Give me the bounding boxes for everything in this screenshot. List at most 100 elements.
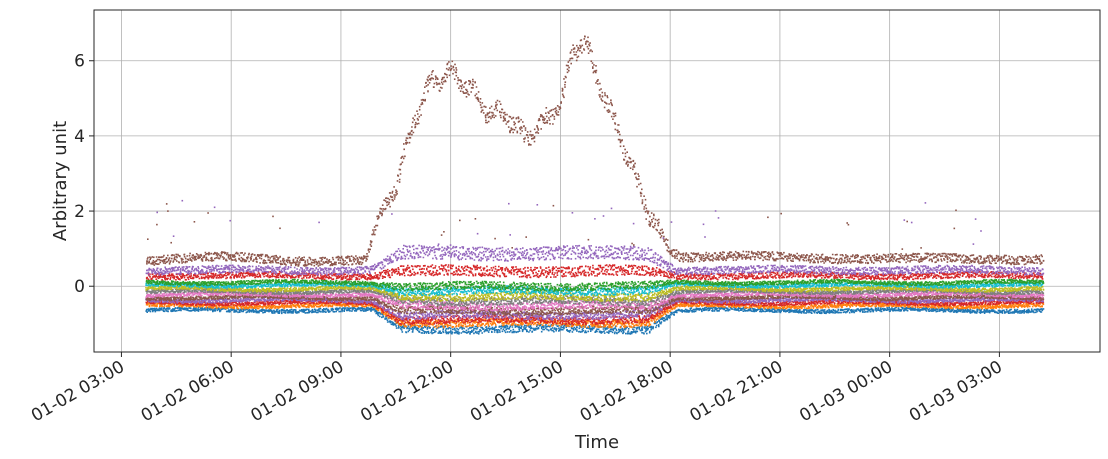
outlier-point: [587, 238, 590, 241]
outlier-point: [704, 236, 706, 238]
data-series: [145, 285, 1045, 302]
data-points: [145, 293, 1045, 317]
outlier-point: [207, 212, 209, 214]
outlier-point: [633, 244, 635, 246]
outlier-point: [847, 223, 850, 226]
outlier-point: [165, 203, 168, 205]
outlier-point: [437, 243, 440, 245]
outlier-point: [920, 247, 922, 249]
outlier-point: [509, 234, 511, 236]
y-tick-label: 2: [74, 202, 85, 222]
outlier-point: [279, 227, 281, 230]
outlier-point: [910, 221, 913, 224]
outlier-point: [511, 247, 513, 249]
x-tick-label: 01-02 06:00: [138, 357, 238, 426]
data-series: [145, 306, 1045, 335]
x-tick-label: 01-02 15:00: [467, 357, 567, 426]
outlier-point: [972, 243, 975, 245]
data-points: [145, 264, 1044, 281]
outlier-point: [955, 209, 957, 212]
outlier-point: [901, 248, 904, 250]
outlier-point: [508, 202, 510, 205]
outlier-point: [272, 215, 274, 218]
y-tick-label: 0: [74, 277, 85, 297]
y-tick-label: 6: [74, 52, 85, 72]
y-tick-label: 4: [74, 127, 85, 147]
outlier-point: [156, 223, 158, 226]
outlier-point: [632, 222, 635, 225]
outlier-point: [391, 213, 393, 215]
outlier-points: [147, 199, 982, 250]
outlier-point: [552, 204, 555, 207]
plot-area: [145, 35, 1045, 335]
data-points: [145, 278, 1045, 292]
outlier-point: [440, 234, 443, 236]
outlier-point: [172, 235, 175, 237]
outlier-point: [156, 211, 158, 214]
outlier-point: [494, 237, 496, 240]
outlier-point: [717, 217, 720, 219]
outlier-point: [147, 238, 149, 240]
data-series: [145, 293, 1045, 317]
data-points: [145, 306, 1045, 335]
outlier-point: [594, 218, 596, 220]
x-tick-label: 01-02 03:00: [28, 357, 128, 426]
x-tick-label: 01-03 00:00: [796, 357, 896, 426]
outlier-point: [631, 242, 633, 245]
outlier-point: [953, 227, 956, 230]
data-points: [145, 244, 1045, 276]
outlier-point: [229, 219, 231, 222]
outlier-point: [536, 204, 539, 206]
x-tick-label: 01-02 09:00: [248, 357, 348, 426]
outlier-point: [903, 219, 906, 221]
outlier-point: [181, 199, 184, 202]
outlier-point: [906, 220, 908, 223]
data-points: [146, 35, 1045, 267]
data-series: [145, 264, 1044, 281]
outlier-point: [571, 212, 574, 214]
outlier-point: [170, 241, 172, 244]
outlier-point: [846, 222, 848, 224]
outlier-point: [213, 206, 216, 209]
data-points: [145, 296, 1044, 321]
x-tick-label: 01-02 18:00: [577, 357, 677, 426]
outlier-point: [974, 218, 977, 220]
y-axis: 0 2 4 6: [74, 52, 94, 297]
data-points: [145, 290, 1045, 312]
outlier-point: [780, 212, 782, 215]
x-tick-label: 01-03 03:00: [906, 357, 1006, 426]
x-axis-label: Time: [574, 432, 619, 453]
outlier-point: [980, 230, 982, 232]
outlier-point: [610, 207, 613, 210]
outlier-point: [193, 221, 196, 223]
outlier-point: [443, 231, 445, 233]
outlier-point: [767, 216, 769, 219]
outlier-point: [474, 218, 477, 220]
outlier-point: [459, 219, 461, 222]
data-series: [145, 278, 1045, 292]
data-series: [145, 290, 1045, 312]
outlier-point: [670, 221, 673, 223]
outlier-point: [449, 244, 452, 246]
outlier-point: [924, 202, 927, 204]
data-points: [145, 287, 1045, 307]
outlier-point: [476, 232, 479, 235]
data-series: [145, 296, 1044, 321]
x-tick-label: 01-02 21:00: [687, 357, 787, 426]
x-tick-label: 01-02 12:00: [357, 357, 457, 426]
data-series: [146, 35, 1045, 267]
axes-frame: [93, 9, 1101, 353]
outlier-point: [318, 221, 320, 224]
y-axis-label: Arbitrary unit: [50, 121, 71, 241]
data-series: [145, 287, 1045, 307]
outlier-point: [702, 223, 705, 226]
outlier-point: [662, 237, 665, 239]
outlier-point: [602, 215, 605, 217]
outlier-point: [714, 210, 717, 212]
outlier-point: [525, 236, 527, 238]
x-axis: 01-02 03:00 01-02 06:00 01-02 09:00 01-02 1…: [28, 352, 1006, 426]
data-series: [145, 244, 1045, 276]
outlier-point: [389, 205, 391, 208]
outlier-point: [167, 210, 169, 212]
